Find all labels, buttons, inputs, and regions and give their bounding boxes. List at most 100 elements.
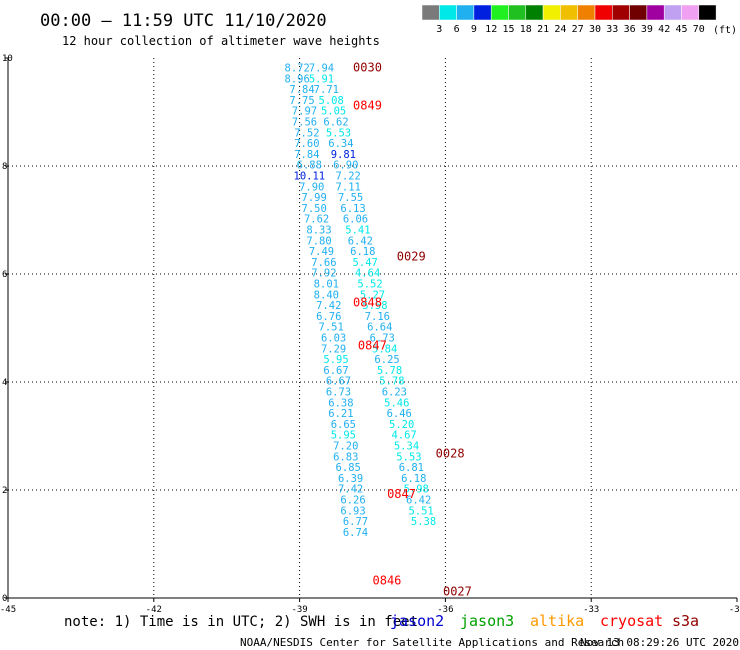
pass-time-label: 0849 xyxy=(353,98,382,112)
colorbar-swatch xyxy=(698,4,717,21)
colorbar-label: 15 xyxy=(502,24,514,35)
swh-value-label: 7.42 xyxy=(338,484,363,496)
swh-value-label: 6.25 xyxy=(374,354,399,366)
swh-value-label: 9.81 xyxy=(331,149,356,161)
colorbar-label: 45 xyxy=(675,24,687,35)
swh-value-label: 5.91 xyxy=(309,73,334,85)
swh-value-label: 6.93 xyxy=(340,505,365,517)
colorbar-label: 42 xyxy=(658,24,670,35)
legend-cryosat: cryosat xyxy=(600,612,663,630)
colorbar-swatch xyxy=(681,4,700,21)
swh-value-label: 10.11 xyxy=(294,171,326,183)
swh-value-label: 7.60 xyxy=(294,138,319,150)
swh-value-label: 6.67 xyxy=(326,376,351,388)
pass-time-label: 0846 xyxy=(373,574,402,588)
swh-value-label: 7.75 xyxy=(289,95,314,107)
x-tick-label: -39 xyxy=(291,605,307,615)
colorbar-label: 21 xyxy=(537,24,549,35)
credit-text: NOAA/NESDIS Center for Satellite Applica… xyxy=(240,636,624,649)
swh-value-label: 7.20 xyxy=(333,441,358,453)
swh-value-label: 8.96 xyxy=(285,73,310,85)
swh-value-label: 6.65 xyxy=(331,419,356,431)
pass-time-label: 0028 xyxy=(436,447,465,461)
colorbar-label: 9 xyxy=(471,24,477,35)
swh-value-label: 8.40 xyxy=(314,289,339,301)
y-tick-label: 8 xyxy=(2,162,7,172)
swh-value-label: 7.94 xyxy=(309,63,334,75)
colorbar-swatch xyxy=(629,4,648,21)
swh-value-label: 7.51 xyxy=(319,322,344,334)
y-tick-label: 10 xyxy=(2,54,13,64)
swh-value-label: 7.52 xyxy=(294,127,319,139)
swh-value-label: 6.18 xyxy=(401,473,426,485)
swh-value-label: 6.42 xyxy=(348,235,373,247)
swh-value-label: 8.01 xyxy=(314,279,339,291)
swh-value-label: 7.80 xyxy=(306,235,331,247)
swh-value-label: 6.03 xyxy=(321,333,346,345)
swh-value-label: 6.90 xyxy=(333,160,358,172)
swh-value-label: 6.39 xyxy=(338,473,363,485)
colorbar-swatch xyxy=(646,4,665,21)
color-scale-bar: 3 6 9 12 15 18 21 24 27 30 33 36 39 42 45 70 xyxy=(421,4,717,35)
x-tick-label: -42 xyxy=(146,605,162,615)
swh-value-label: 6.38 xyxy=(328,397,353,409)
swh-value-label: 6.81 xyxy=(399,462,424,474)
swh-value-label: 5.53 xyxy=(326,127,351,139)
swh-value-label: 7.49 xyxy=(309,246,334,258)
swh-value-label: 7.42 xyxy=(316,300,341,312)
swh-value-label: 7.90 xyxy=(299,181,324,193)
swh-value-label: 6.73 xyxy=(326,387,351,399)
satellite-legend: jason2 jason3 altika cryosat s3a xyxy=(390,612,699,630)
swh-value-label: 6.67 xyxy=(323,365,348,377)
colorbar-label: 39 xyxy=(641,24,653,35)
swh-value-label: 6.46 xyxy=(387,408,412,420)
legend-s3a: s3a xyxy=(672,612,699,630)
swh-value-label: 7.84 xyxy=(294,149,319,161)
colorbar-swatch xyxy=(594,4,613,21)
swh-value-label: 7.55 xyxy=(338,192,363,204)
colorbar-unit: (ft) xyxy=(713,25,737,36)
timestamp-text: Nov 13 08:29:26 UTC 2020 xyxy=(580,636,739,649)
colorbar-swatch xyxy=(421,4,440,21)
legend-altika: altika xyxy=(530,612,584,630)
colorbar-label: 36 xyxy=(624,24,636,35)
swh-value-label: 5.51 xyxy=(408,505,433,517)
swh-value-label: 6.18 xyxy=(350,246,375,258)
y-tick-label: 6 xyxy=(2,270,7,280)
swh-value-label: 5.58 xyxy=(362,300,387,312)
swh-value-label: 5.08 xyxy=(319,95,344,107)
swh-value-label: 6.73 xyxy=(370,333,395,345)
swh-value-label: 5.34 xyxy=(394,441,419,453)
swh-value-label: 5.78 xyxy=(379,376,404,388)
legend-jason2: jason2 xyxy=(390,612,444,630)
colorbar-label: 33 xyxy=(606,24,618,35)
swh-value-label: 6.26 xyxy=(340,495,365,507)
pass-time-label: 0029 xyxy=(397,250,426,264)
pass-time-label: 0847 xyxy=(387,487,416,501)
swh-value-label: 5.20 xyxy=(389,419,414,431)
swh-value-label: 5.38 xyxy=(411,516,436,528)
swh-value-label: 5.53 xyxy=(396,451,421,463)
swh-value-label: 6.74 xyxy=(343,527,368,539)
swh-value-label: 6.64 xyxy=(367,322,392,334)
swh-value-label: 8.33 xyxy=(306,225,331,237)
swh-value-label: 7.84 xyxy=(289,84,314,96)
swh-value-label: 6.06 xyxy=(343,214,368,226)
pass-time-label: 0847 xyxy=(358,339,387,353)
swh-value-label: 6.77 xyxy=(343,516,368,528)
swh-value-label: 6.34 xyxy=(328,138,353,150)
colorbar-swatch xyxy=(560,4,578,21)
swh-value-label: 5.41 xyxy=(345,225,370,237)
chart-subtitle: 12 hour collection of altimeter wave hei… xyxy=(62,34,380,48)
chart-title: 00:00 – 11:59 UTC 11/10/2020 xyxy=(40,11,327,31)
swh-value-label: 4.67 xyxy=(391,430,416,442)
swh-value-label: 6.23 xyxy=(382,387,407,399)
swh-value-label: 6.76 xyxy=(316,311,341,323)
swh-value-label: 7.16 xyxy=(365,311,390,323)
swh-value-label: 5.52 xyxy=(357,279,382,291)
swh-value-label: 7.71 xyxy=(314,84,339,96)
swh-value-label: 6.42 xyxy=(406,495,431,507)
swh-value-label: 5.05 xyxy=(321,106,346,118)
